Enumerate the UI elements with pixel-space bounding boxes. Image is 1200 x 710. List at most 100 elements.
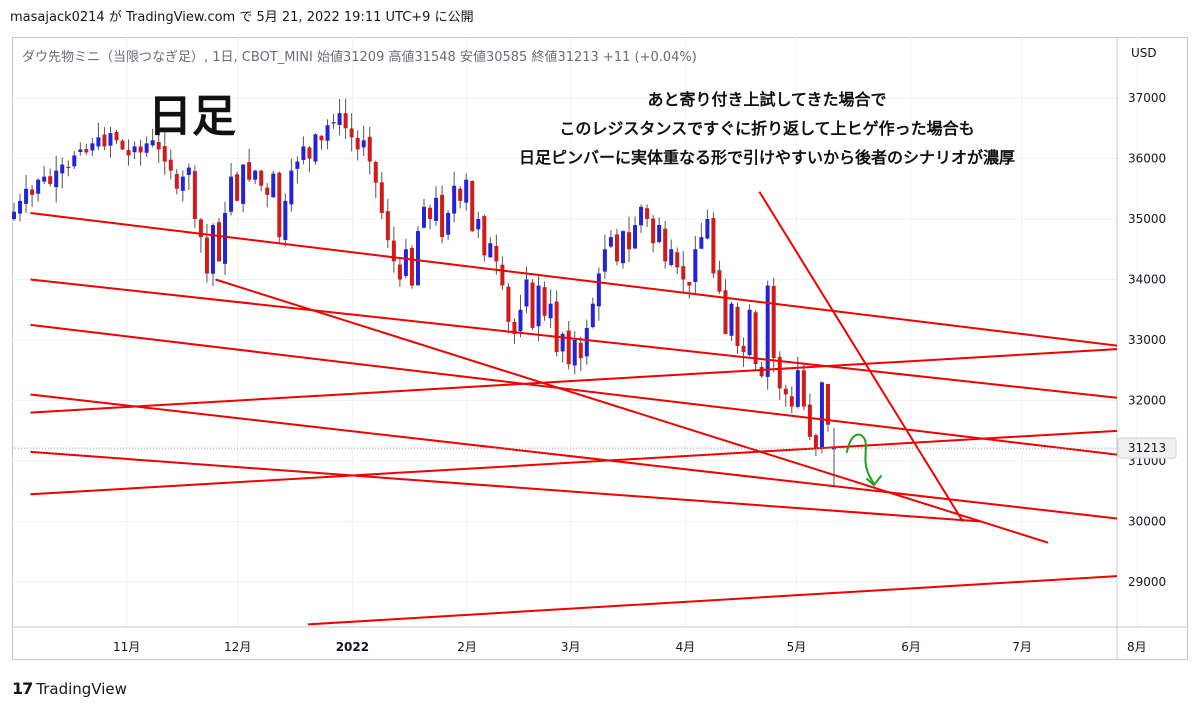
candle-body bbox=[801, 370, 806, 407]
candle-body bbox=[132, 146, 137, 153]
candle-body bbox=[367, 136, 372, 162]
candle-body bbox=[494, 245, 499, 262]
candle-body bbox=[174, 174, 179, 189]
candle-body bbox=[42, 176, 47, 182]
tradingview-brand: TradingView bbox=[36, 679, 127, 698]
trendline bbox=[30, 348, 1117, 414]
candle-body bbox=[259, 170, 264, 186]
candle-body bbox=[283, 200, 288, 240]
candle-body bbox=[18, 200, 23, 214]
x-tick-label: 2022 bbox=[336, 640, 369, 654]
candle-body bbox=[452, 185, 457, 214]
y-tick-label: 32000 bbox=[1128, 394, 1166, 408]
symbol-legend[interactable]: ダウ先物ミニ（当限つなぎ足）, 1日, CBOT_MINI 始値31209 高値… bbox=[22, 50, 697, 65]
candle-body bbox=[783, 388, 788, 395]
candle-body bbox=[446, 212, 451, 235]
candle-body bbox=[223, 212, 228, 264]
candle-body bbox=[428, 207, 433, 219]
annotation-line-3: 日足ピンバーに実体重なる形で引けやすいから後者のシナリオが濃厚 bbox=[519, 148, 1015, 167]
trendline bbox=[30, 323, 1117, 456]
candle-body bbox=[84, 149, 89, 153]
candle-body bbox=[373, 161, 378, 183]
candle-body bbox=[651, 218, 656, 244]
candle-body bbox=[265, 187, 270, 195]
candle-body bbox=[54, 170, 59, 188]
candle-body bbox=[584, 327, 589, 357]
candle-body bbox=[403, 249, 408, 276]
scenario-arrow bbox=[846, 433, 882, 487]
candle-body bbox=[325, 125, 330, 141]
publish-info: masajack0214 が TradingView.com で 5月 21, … bbox=[10, 10, 474, 25]
candle-body bbox=[90, 143, 95, 151]
candle-body bbox=[229, 176, 234, 212]
candle-body bbox=[470, 180, 475, 232]
x-tick-label: 5月 bbox=[787, 640, 807, 654]
y-tick-label: 30000 bbox=[1128, 515, 1166, 529]
candle-body bbox=[253, 170, 258, 180]
x-tick-label: 6月 bbox=[901, 640, 921, 654]
candle-body bbox=[699, 237, 704, 249]
candle-body bbox=[608, 237, 613, 247]
candle-body bbox=[307, 147, 312, 159]
candle-body bbox=[204, 237, 209, 274]
candle-body bbox=[108, 133, 113, 146]
candle-body bbox=[614, 234, 619, 262]
candle-body bbox=[162, 146, 167, 162]
candle-body bbox=[735, 306, 740, 347]
candle-body bbox=[669, 249, 674, 265]
trendline bbox=[30, 393, 1117, 520]
candle-body bbox=[235, 174, 240, 201]
candle-body bbox=[488, 243, 493, 258]
candle-body bbox=[663, 228, 668, 262]
tradingview-logo[interactable]: 17 TradingView bbox=[12, 679, 127, 698]
candle-body bbox=[681, 266, 686, 280]
candle-body bbox=[114, 131, 119, 141]
candle-body bbox=[48, 176, 53, 184]
candle-body bbox=[138, 146, 143, 153]
candle-body bbox=[566, 330, 571, 365]
trendlines bbox=[30, 191, 1117, 626]
y-tick-label: 34000 bbox=[1128, 273, 1166, 287]
candle-body bbox=[295, 161, 300, 169]
candle-body bbox=[687, 281, 692, 286]
candle-body bbox=[458, 188, 463, 201]
annotation-line-2: このレジスタンスですぐに折り返して上ヒゲ作った場合も bbox=[559, 119, 974, 138]
candle-body bbox=[301, 146, 306, 160]
candle-body bbox=[313, 134, 318, 162]
candle-body bbox=[343, 113, 348, 129]
candle-body bbox=[602, 249, 607, 272]
candle-body bbox=[530, 282, 535, 328]
last-price-tag: 31213 bbox=[1117, 437, 1177, 459]
trendline bbox=[307, 575, 1117, 626]
candle-body bbox=[476, 219, 481, 230]
candle-body bbox=[126, 150, 131, 156]
tradingview-logo-icon: 17 bbox=[12, 679, 33, 698]
candle-body bbox=[60, 164, 65, 174]
candle-body bbox=[409, 247, 414, 286]
candle-body bbox=[633, 225, 638, 249]
y-tick-label: 36000 bbox=[1128, 152, 1166, 166]
trendline bbox=[30, 211, 1117, 347]
candle-body bbox=[210, 225, 215, 274]
candle-body bbox=[391, 240, 396, 262]
candle-body bbox=[150, 140, 155, 146]
y-tick-label: 37000 bbox=[1128, 91, 1166, 105]
annotation-text: あと寄り付き上試してきた場合で このレジスタンスですぐに折り返して上ヒゲ作った場… bbox=[519, 90, 1015, 167]
candle-body bbox=[657, 225, 662, 243]
candle-body bbox=[24, 188, 29, 204]
candle-body bbox=[198, 219, 203, 238]
candle-body bbox=[542, 287, 547, 316]
chart-title: 日足 bbox=[148, 91, 236, 142]
currency-label: USD bbox=[1131, 46, 1157, 60]
candle-body bbox=[675, 252, 680, 268]
candle-body bbox=[693, 249, 698, 282]
y-tick-label: 33000 bbox=[1128, 333, 1166, 347]
candle-body bbox=[415, 231, 420, 286]
chart-frame[interactable] bbox=[12, 37, 1188, 660]
candle-body bbox=[825, 383, 830, 425]
time-axis: 11月 12月 2022 2月 3月 4月 5月 6月 7月 8月 bbox=[113, 640, 1147, 654]
candle-body bbox=[241, 164, 246, 204]
candle-body bbox=[759, 367, 764, 377]
candle-body bbox=[12, 211, 16, 220]
